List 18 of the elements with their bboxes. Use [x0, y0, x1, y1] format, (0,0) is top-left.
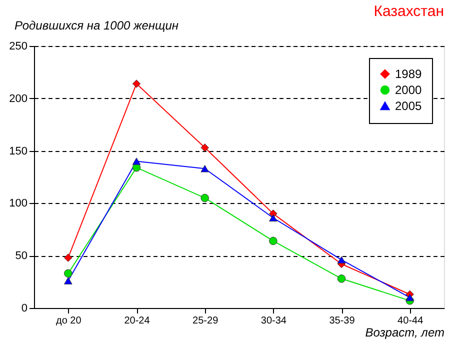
x-tick-label: 25-29: [192, 316, 219, 326]
y-tick-label: 50: [15, 250, 28, 262]
y-tick-label: 100: [9, 198, 28, 210]
legend-label: 2000: [395, 83, 422, 97]
y-tick-label: 200: [9, 92, 28, 105]
x-tick-label: 40-44: [398, 316, 424, 326]
x-axis-title: Возраст, лет: [365, 326, 444, 340]
y-tick-label: 0: [21, 302, 28, 314]
x-tick-label: до 20: [56, 316, 82, 326]
legend-label: 1989: [395, 67, 422, 81]
chart-title: Казахстан: [374, 3, 444, 20]
y-tick-label: 250: [9, 40, 28, 52]
x-tick-label: 30-34: [260, 316, 287, 326]
y-tick-label: 150: [9, 145, 28, 158]
x-tick-label: 20-24: [124, 316, 150, 326]
y-axis-title: Родившихся на 1000 женщин: [14, 18, 179, 32]
legend-label: 2005: [395, 99, 422, 113]
x-tick-label: 35-39: [329, 316, 356, 326]
